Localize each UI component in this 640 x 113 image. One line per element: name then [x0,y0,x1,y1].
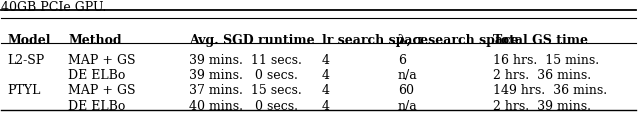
Text: 40GB PCIe GPU.: 40GB PCIe GPU. [1,1,107,14]
Text: PTYL: PTYL [8,84,41,96]
Text: 4: 4 [322,68,330,81]
Text: λ, τ search space: λ, τ search space [398,33,518,46]
Text: Method: Method [68,33,122,46]
Text: 4: 4 [322,84,330,96]
Text: MAP + GS: MAP + GS [68,84,136,96]
Text: 37 mins.  15 secs.: 37 mins. 15 secs. [189,84,301,96]
Text: 60: 60 [398,84,414,96]
Text: 39 mins.  11 secs.: 39 mins. 11 secs. [189,53,301,66]
Text: L2-SP: L2-SP [8,53,45,66]
Text: 4: 4 [322,53,330,66]
Text: Model: Model [8,33,51,46]
Text: DE ELBo: DE ELBo [68,99,125,112]
Text: MAP + GS: MAP + GS [68,53,136,66]
Text: n/a: n/a [398,99,418,112]
Text: 2 hrs.  36 mins.: 2 hrs. 36 mins. [493,68,591,81]
Text: Total GS time: Total GS time [493,33,588,46]
Text: 149 hrs.  36 mins.: 149 hrs. 36 mins. [493,84,607,96]
Text: 39 mins.   0 secs.: 39 mins. 0 secs. [189,68,298,81]
Text: 4: 4 [322,99,330,112]
Text: lr search space: lr search space [322,33,428,46]
Text: DE ELBo: DE ELBo [68,68,125,81]
Text: Avg. SGD runtime: Avg. SGD runtime [189,33,314,46]
Text: 2 hrs.  39 mins.: 2 hrs. 39 mins. [493,99,591,112]
Text: n/a: n/a [398,68,418,81]
Text: 40 mins.   0 secs.: 40 mins. 0 secs. [189,99,298,112]
Text: 6: 6 [398,53,406,66]
Text: 16 hrs.  15 mins.: 16 hrs. 15 mins. [493,53,600,66]
